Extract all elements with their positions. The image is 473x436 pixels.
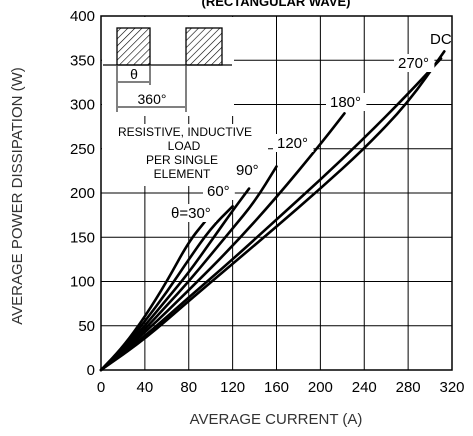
axes: 0 40 80 120 160 200 240 280 320 0 50 100 150 200 250 30…	[70, 8, 465, 396]
load-note-line: ELEMENT	[154, 167, 211, 181]
curve-line	[99, 112, 346, 372]
x-tick-label: 200	[308, 379, 333, 396]
y-axis-title: AVERAGE POWER DISSIPATION (W)	[9, 67, 26, 325]
theta-label: θ	[130, 66, 138, 82]
pulse-block-2	[185, 27, 223, 66]
curve-label: 120°	[277, 135, 308, 152]
load-note-line: PER SINGLE	[146, 153, 218, 167]
x-tick-label: 40	[137, 379, 154, 396]
x-tick-label: 80	[180, 379, 197, 396]
y-tick-label: 400	[70, 8, 95, 25]
curve-label-background	[426, 30, 450, 48]
curve-label: DC	[430, 31, 452, 48]
load-note-line: RESISTIVE, INDUCTIVE	[118, 125, 252, 139]
x-tick-label: 240	[352, 379, 377, 396]
curve-line	[99, 57, 443, 372]
period-label: 360°	[138, 91, 167, 107]
curve-label: 270°	[398, 55, 429, 72]
curve-label-background	[232, 161, 264, 179]
y-tick-label: 300	[70, 97, 95, 114]
x-axis-title: AVERAGE CURRENT (A)	[190, 411, 363, 428]
y-tick-label: 350	[70, 52, 95, 69]
curve-label-background	[167, 204, 216, 222]
y-tick-label: 150	[70, 229, 95, 246]
curve-line	[99, 50, 446, 372]
curves: θ=30° 60° 90° 120° 180° 270°DC RESISTIVE, INDU…	[99, 30, 452, 372]
pulse-block-1	[116, 27, 151, 66]
curve-label: 90°	[236, 162, 259, 179]
x-tick-label: 160	[264, 379, 289, 396]
y-tick-label: 0	[87, 362, 95, 379]
x-tick-label: 0	[97, 379, 105, 396]
x-tick-label: 320	[439, 379, 464, 396]
y-tick-label: 50	[78, 318, 95, 335]
plot-frame	[100, 15, 453, 371]
curve-label-background	[273, 134, 314, 152]
curve-label: 60°	[207, 183, 230, 200]
chart-title: (RECTANGULAR WAVE)	[201, 0, 350, 9]
y-tick-label: 100	[70, 274, 95, 291]
curve-label: 180°	[330, 94, 361, 111]
x-tick-label: 120	[220, 379, 245, 396]
y-tick-label: 200	[70, 185, 95, 202]
curve-label-background	[203, 182, 235, 200]
curve-line	[99, 204, 234, 372]
curve-label: θ=30°	[171, 205, 211, 222]
x-tick-label: 280	[396, 379, 421, 396]
curve-label-background	[394, 54, 435, 72]
curve-label-background	[326, 93, 367, 111]
load-note-line: LOAD	[168, 139, 201, 153]
y-tick-label: 250	[70, 141, 95, 158]
